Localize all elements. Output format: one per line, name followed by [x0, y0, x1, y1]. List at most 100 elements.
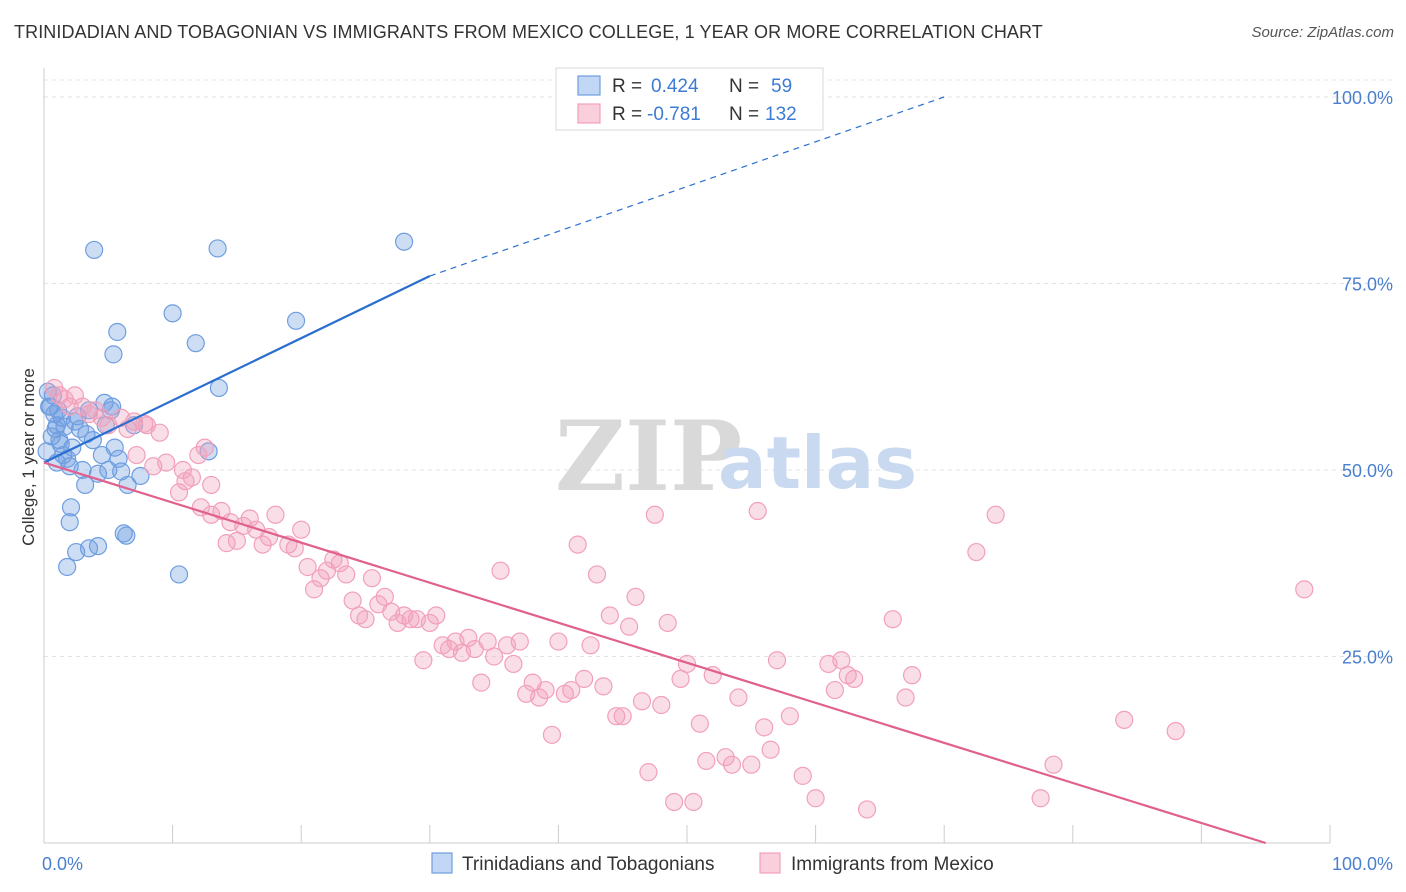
x-tick-label-1: 100.0%: [1332, 854, 1393, 874]
point-1-128: [1295, 580, 1314, 599]
point-1-76: [542, 725, 562, 744]
point-1-98: [684, 792, 703, 812]
point-1-7: [86, 401, 105, 420]
point-1-65: [472, 673, 491, 692]
point-0-37: [58, 557, 77, 577]
point-1-123: [986, 505, 1005, 524]
point-1-38: [298, 557, 317, 577]
series-legend-label-1: Trinidadians and Tobagonians: [462, 854, 714, 875]
series-legend: Trinidadians and Tobagonians Immigrants …: [431, 852, 994, 875]
point-1-22: [195, 438, 214, 457]
point-1-84: [594, 677, 613, 696]
point-1-95: [665, 792, 684, 812]
point-1-88: [620, 617, 639, 636]
trend-extension-0: [429, 96, 945, 277]
x-tick-label-0: 0.0%: [42, 854, 83, 874]
point-1-107: [755, 718, 774, 737]
axes: [43, 68, 1331, 844]
legend-r-label-2: R =: [612, 104, 642, 125]
point-0-43: [286, 311, 306, 330]
point-1-92: [645, 505, 664, 524]
point-1-18: [169, 483, 189, 502]
point-0-51: [42, 427, 61, 446]
point-1-79: [562, 680, 581, 700]
point-1-126: [1115, 710, 1134, 730]
point-1-94: [658, 613, 677, 633]
point-0-34: [88, 536, 108, 556]
point-1-48: [362, 569, 382, 588]
point-1-101: [703, 666, 722, 685]
point-1-34: [266, 505, 285, 524]
point-1-108: [761, 740, 780, 759]
series-legend-label-2: Immigrants from Mexico: [791, 854, 994, 875]
point-1-97: [677, 654, 697, 674]
legend-r-label-1: R =: [612, 76, 642, 97]
trend-lines: [43, 96, 1267, 845]
point-1-130: [173, 460, 192, 480]
series-legend-swatch-pink: [759, 852, 781, 874]
point-0-38: [169, 565, 189, 584]
point-1-125: [1044, 755, 1063, 774]
point-0-55: [43, 386, 63, 405]
point-0-41: [394, 232, 414, 251]
series-legend-swatch-blue: [431, 852, 453, 874]
point-0-24: [105, 438, 124, 457]
point-1-112: [806, 789, 825, 808]
point-1-58: [427, 606, 446, 625]
point-1-105: [742, 755, 761, 774]
point-1-120: [896, 688, 915, 707]
point-1-8: [92, 408, 111, 427]
point-1-32: [253, 535, 272, 554]
point-1-102: [716, 748, 735, 767]
point-1-117: [845, 669, 864, 688]
point-0-30: [61, 498, 81, 517]
point-1-93: [652, 695, 671, 715]
point-1-86: [607, 707, 626, 726]
point-0-45: [186, 334, 205, 353]
point-0-40: [208, 239, 227, 258]
point-1-63: [459, 628, 478, 647]
legend-n-value-2: 132: [765, 104, 797, 125]
point-0-54: [68, 407, 87, 426]
point-1-81: [575, 669, 594, 688]
point-1-37: [292, 520, 311, 539]
point-1-47: [356, 610, 375, 629]
point-0-31: [60, 513, 79, 532]
point-0-8: [40, 397, 59, 416]
stats-legend: R = 0.424 N = 59 R = -0.781 N = 132: [555, 67, 824, 131]
point-1-109: [767, 651, 787, 670]
point-1-127: [1166, 721, 1185, 741]
point-1-114: [825, 680, 844, 700]
legend-swatch-blue: [577, 75, 601, 96]
point-1-70: [504, 654, 523, 674]
point-0-42: [163, 304, 182, 323]
point-1-24: [191, 498, 210, 517]
legend-n-label-1: N =: [729, 76, 759, 97]
y-tick-label-0: 25.0%: [1342, 648, 1393, 668]
point-1-104: [729, 688, 748, 707]
point-1-90: [632, 692, 652, 711]
point-1-103: [722, 755, 742, 774]
point-1-3: [60, 397, 79, 416]
watermark-atlas: atlas: [718, 421, 917, 505]
y-axis-label: College, 1 year or more: [19, 368, 38, 546]
legend-swatch-pink: [577, 103, 601, 124]
point-1-87: [613, 707, 632, 726]
point-1-110: [780, 707, 799, 726]
source-label: Source: ZipAtlas.com: [1251, 24, 1394, 41]
point-1-91: [639, 763, 658, 782]
point-1-118: [857, 800, 877, 819]
point-1-44: [337, 565, 356, 584]
legend-r-value-2: -0.781: [647, 104, 701, 125]
point-0-46: [104, 345, 123, 364]
point-1-83: [587, 565, 607, 584]
point-1-85: [600, 606, 619, 625]
point-1-57: [420, 613, 439, 633]
point-1-75: [536, 680, 555, 700]
point-1-124: [1031, 789, 1050, 808]
point-1-67: [485, 647, 504, 666]
legend-r-value-1: 0.424: [651, 76, 699, 97]
point-1-121: [902, 666, 922, 685]
point-1-82: [581, 636, 600, 655]
